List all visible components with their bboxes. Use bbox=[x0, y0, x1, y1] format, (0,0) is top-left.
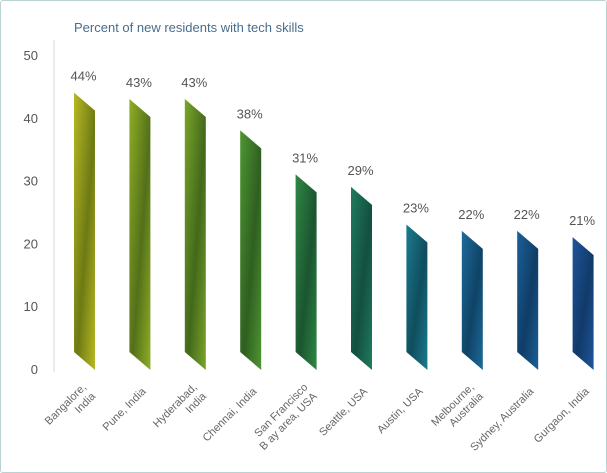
data-label: 21% bbox=[569, 213, 595, 228]
x-tick-label: Chennai, India bbox=[201, 385, 260, 444]
data-label: 38% bbox=[237, 106, 263, 121]
y-tick-label: 0 bbox=[31, 362, 38, 377]
data-label: 23% bbox=[403, 201, 429, 216]
x-tick-label: Melbourne,Australia bbox=[429, 381, 486, 438]
data-label: 22% bbox=[458, 207, 484, 222]
bar bbox=[351, 186, 372, 370]
data-label: 43% bbox=[126, 75, 152, 90]
x-axis-labels: Bangalore,India Pune, India Hyderabad,Indi… bbox=[43, 381, 593, 453]
y-tick-label: 30 bbox=[24, 174, 38, 189]
bar bbox=[240, 130, 262, 370]
y-tick-label: 50 bbox=[24, 48, 38, 63]
x-tick-label: Hyderabad,India bbox=[151, 381, 210, 440]
bar bbox=[295, 174, 317, 370]
y-tick-label: 40 bbox=[24, 111, 38, 126]
data-label: 29% bbox=[347, 163, 373, 178]
y-axis-ticks: 0 10 20 30 40 50 bbox=[24, 48, 38, 377]
bar bbox=[74, 92, 95, 371]
bar bbox=[517, 230, 539, 370]
y-tick-label: 10 bbox=[24, 299, 38, 314]
bar bbox=[129, 98, 151, 371]
x-tick-label: Bangalore,India bbox=[43, 381, 99, 437]
bar bbox=[406, 224, 428, 370]
bar bbox=[572, 237, 594, 370]
bars bbox=[74, 92, 594, 371]
x-tick-label: Pune, India bbox=[101, 385, 149, 433]
data-label: 43% bbox=[181, 75, 207, 90]
chart-title: Percent of new residents with tech skill… bbox=[74, 20, 304, 35]
data-label: 44% bbox=[70, 69, 96, 84]
y-tick-label: 20 bbox=[24, 236, 38, 251]
x-tick-label: Austin, USA bbox=[375, 385, 426, 436]
data-labels: 44% 43% 43% 38% 31% 29% 23% 22% 22% 21% bbox=[70, 69, 595, 228]
data-label: 31% bbox=[292, 150, 318, 165]
x-tick-label: Gurgaon, India bbox=[532, 385, 593, 446]
x-tick-label: San FranciscoB ay area, USA bbox=[248, 381, 320, 453]
data-label: 22% bbox=[514, 207, 540, 222]
bar bbox=[461, 230, 483, 370]
x-tick-label: Seattle, USA bbox=[317, 385, 370, 438]
bar bbox=[184, 98, 206, 371]
